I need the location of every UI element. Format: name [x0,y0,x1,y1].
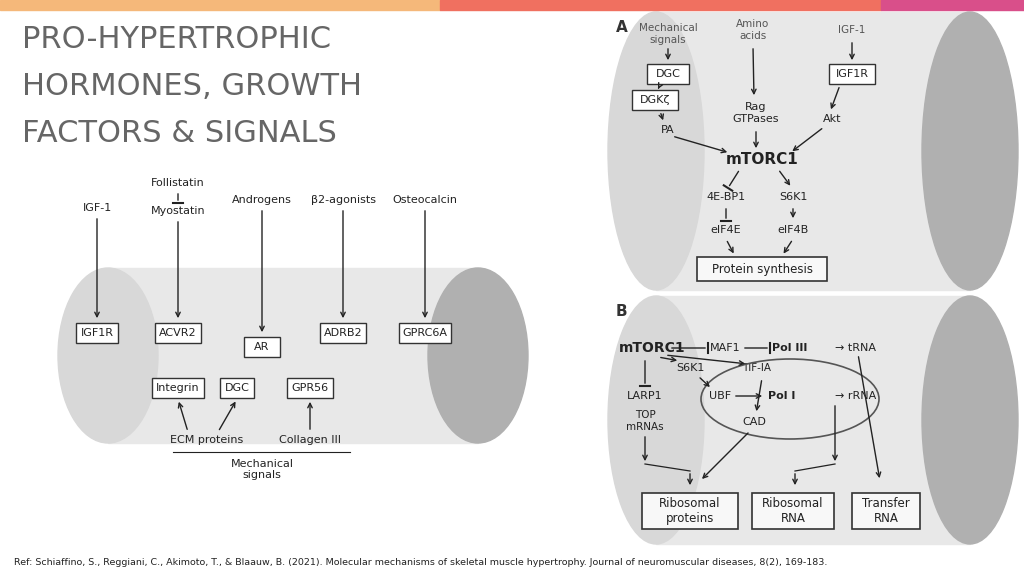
Text: Pol III: Pol III [772,343,808,353]
Text: A: A [616,21,628,36]
Ellipse shape [922,12,1018,290]
Ellipse shape [608,296,705,544]
Bar [0,0,440,10]
Text: DGC: DGC [224,383,250,393]
Text: eIF4E: eIF4E [711,225,741,235]
Text: HORMONES, GROWTH: HORMONES, GROWTH [22,72,362,101]
Text: PRO-HYPERTROPHIC: PRO-HYPERTROPHIC [22,25,331,54]
Text: LARP1: LARP1 [627,391,663,401]
Bar [319,323,366,343]
Bar [632,90,678,110]
Text: Integrin: Integrin [157,383,200,393]
Text: IGF-1: IGF-1 [82,203,112,213]
Text: TOP
mRNAs: TOP mRNAs [627,410,664,432]
Text: CAD: CAD [742,417,766,427]
Text: UBF: UBF [709,391,731,401]
Text: Ref: Schiaffino, S., Reggiani, C., Akimoto, T., & Blaauw, B. (2021). Molecular m: Ref: Schiaffino, S., Reggiani, C., Akimo… [14,558,827,567]
Text: ECM proteins: ECM proteins [170,435,244,445]
Text: Pol I: Pol I [768,391,796,401]
Text: DGKζ: DGKζ [640,95,671,105]
Text: PA: PA [662,125,675,135]
Text: Follistatin: Follistatin [152,178,205,188]
Text: DGC: DGC [655,69,680,79]
Text: Ribosomal
RNA: Ribosomal RNA [762,497,823,525]
Text: Mechanical: Mechanical [230,459,294,469]
Text: Protein synthesis: Protein synthesis [712,263,812,275]
Bar [852,493,920,529]
Text: AR: AR [254,342,269,352]
Text: S6K1: S6K1 [779,192,807,202]
Text: Osteocalcin: Osteocalcin [392,195,458,205]
Text: IGF1R: IGF1R [836,69,868,79]
Ellipse shape [428,268,528,443]
Bar [399,323,451,343]
Ellipse shape [922,296,1018,544]
Text: Transfer
RNA: Transfer RNA [862,497,910,525]
Bar [697,257,827,281]
Bar [287,378,333,398]
Text: MAF1: MAF1 [710,343,740,353]
Bar [76,323,118,343]
Text: β2-agonists: β2-agonists [310,195,376,205]
Text: IGF1R: IGF1R [81,328,114,338]
Text: Myostatin: Myostatin [151,206,206,216]
Text: FACTORS & SIGNALS: FACTORS & SIGNALS [22,119,337,148]
Text: mTORC1: mTORC1 [618,341,685,355]
Text: GPRC6A: GPRC6A [402,328,447,338]
Text: B: B [616,305,628,320]
Text: ADRB2: ADRB2 [324,328,362,338]
Text: ACVR2: ACVR2 [159,328,197,338]
Text: Collagen III: Collagen III [279,435,341,445]
Bar [656,12,970,290]
Text: Androgens: Androgens [232,195,292,205]
Text: → tRNA: → tRNA [835,343,876,353]
Text: mTORC1: mTORC1 [726,152,799,167]
Text: 4E-BP1: 4E-BP1 [707,192,745,202]
Bar [108,268,478,443]
Text: GPR56: GPR56 [292,383,329,393]
Bar [829,64,874,84]
Bar [656,296,970,544]
Bar [155,323,201,343]
Bar [244,337,280,357]
Ellipse shape [608,12,705,290]
Bar [752,493,834,529]
Text: Mechanical
signals: Mechanical signals [639,23,697,45]
Text: eIF4B: eIF4B [777,225,809,235]
Text: → rRNA: → rRNA [835,391,877,401]
Text: Amino
acids: Amino acids [736,19,770,41]
Text: TIF-IA: TIF-IA [742,363,771,373]
Bar [152,378,204,398]
Bar [220,378,254,398]
Text: S6K1: S6K1 [676,363,705,373]
Text: GTPases: GTPases [733,114,779,124]
Text: Akt: Akt [822,114,842,124]
Text: signals: signals [243,470,282,480]
Text: Ribosomal
proteins: Ribosomal proteins [659,497,721,525]
Bar [642,493,738,529]
Bar [440,0,881,10]
Ellipse shape [58,268,158,443]
Bar [881,0,1024,10]
Text: Rag: Rag [745,102,767,112]
Bar [647,64,689,84]
Text: IGF-1: IGF-1 [839,25,865,35]
